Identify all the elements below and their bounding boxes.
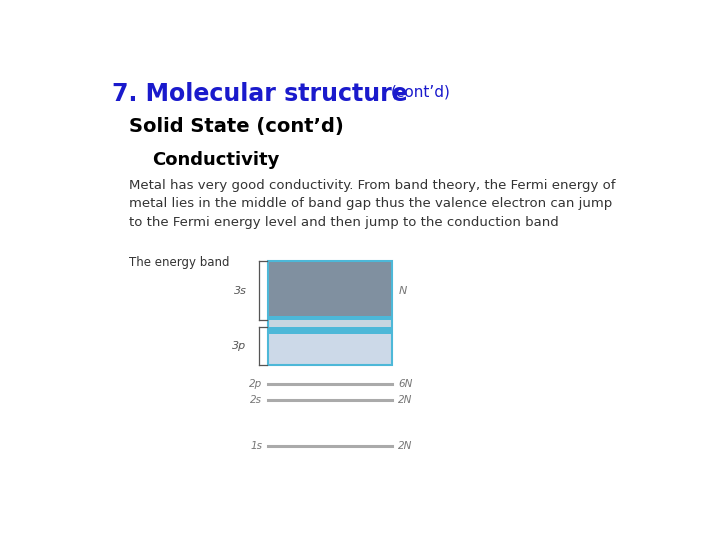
Text: The energy band: The energy band: [129, 256, 229, 269]
Text: 2s: 2s: [250, 395, 262, 405]
Bar: [269, 334, 392, 365]
Text: 7. Molecular structure: 7. Molecular structure: [112, 82, 408, 106]
Text: 6N: 6N: [398, 379, 413, 389]
Text: 2N: 2N: [398, 441, 413, 451]
Text: (cont’d): (cont’d): [391, 85, 451, 100]
Bar: [269, 327, 392, 334]
Text: Metal has very good conductivity. From band theory, the Fermi energy of
metal li: Metal has very good conductivity. From b…: [129, 179, 616, 229]
Text: 2p: 2p: [249, 379, 262, 389]
Text: 3s: 3s: [234, 286, 246, 295]
Bar: [269, 261, 392, 316]
Bar: [269, 320, 392, 327]
Text: 1s: 1s: [250, 441, 262, 451]
Bar: [269, 316, 392, 320]
Text: Solid State (cont’d): Solid State (cont’d): [129, 117, 343, 136]
Text: 2N: 2N: [398, 395, 413, 405]
Text: Conductivity: Conductivity: [152, 151, 279, 169]
Text: 3p: 3p: [233, 341, 246, 351]
Bar: [269, 261, 392, 365]
Text: N: N: [398, 286, 407, 295]
